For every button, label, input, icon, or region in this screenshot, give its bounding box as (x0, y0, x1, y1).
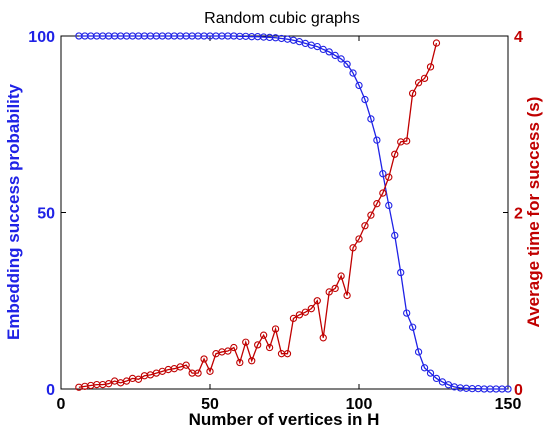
time-point (105, 380, 113, 388)
plot-frame (60, 35, 509, 390)
y-tick-label-right: 2 (514, 206, 523, 223)
probability-point (325, 48, 333, 56)
probability-point (313, 42, 321, 51)
time-point (194, 369, 202, 377)
time-point (265, 343, 274, 352)
time-point (432, 39, 441, 47)
probability-point (438, 378, 447, 386)
x-tick-label: 50 (201, 396, 219, 413)
probability-point (420, 364, 429, 372)
time-point (295, 311, 304, 319)
series-embedding-probability (75, 32, 512, 393)
time-point (343, 291, 351, 300)
probability-point (319, 45, 327, 54)
time-point (355, 235, 363, 243)
probability-point (331, 51, 339, 60)
probability-point (403, 309, 411, 317)
y-tick-label-left: 50 (37, 206, 55, 223)
time-point (271, 325, 280, 333)
time-line (78, 42, 438, 388)
time-point (349, 244, 357, 252)
time-point (283, 350, 292, 358)
x-tick-label: 0 (57, 396, 66, 413)
time-point (242, 338, 250, 346)
time-point (289, 314, 298, 323)
time-point (379, 189, 387, 197)
time-point (367, 211, 375, 219)
probability-point (373, 136, 381, 144)
time-point (182, 361, 190, 369)
time-point (230, 343, 238, 352)
probability-point (355, 81, 363, 90)
y-tick-label-left: 100 (28, 29, 55, 46)
probability-point (414, 348, 423, 356)
y-tick-label-right: 4 (514, 29, 523, 46)
time-point (200, 355, 208, 363)
chart-title: Random cubic graphs (204, 10, 360, 27)
y-tick-label-right: 0 (514, 382, 523, 399)
probability-point (361, 95, 369, 104)
time-point (206, 367, 214, 375)
time-point (301, 308, 310, 316)
time-point (224, 347, 232, 355)
series-average-time (75, 39, 441, 391)
time-point (414, 79, 423, 87)
time-point (319, 334, 327, 342)
x-axis-label: Number of vertices in H (189, 410, 380, 429)
probability-point (379, 170, 387, 178)
time-point (254, 341, 262, 349)
probability-point (391, 231, 399, 240)
time-point (325, 288, 333, 296)
time-point (361, 222, 369, 230)
probability-point (367, 115, 375, 123)
probability-point (385, 201, 393, 210)
time-point (373, 200, 381, 208)
probability-point (343, 60, 351, 68)
probability-line (78, 35, 508, 390)
probability-point (349, 69, 357, 77)
time-point (403, 137, 411, 145)
probability-point (426, 369, 435, 377)
time-point (331, 284, 339, 293)
probability-point (337, 55, 345, 63)
time-point (236, 358, 244, 367)
time-point (391, 150, 399, 158)
time-point (134, 375, 143, 383)
time-point (426, 63, 435, 71)
time-point (313, 297, 321, 305)
probability-point (397, 268, 405, 277)
time-point (385, 173, 393, 181)
x-tick-label: 100 (346, 396, 373, 413)
probability-point (432, 374, 441, 383)
time-point (420, 74, 429, 83)
y-axis-label-left: Embedding success probability (4, 83, 23, 340)
y-axis-label-right: Average time for success (s) (524, 97, 543, 328)
probability-point (504, 385, 512, 393)
time-point (337, 272, 345, 280)
x-tick-label: 150 (495, 396, 522, 413)
y-tick-label-left: 0 (46, 382, 55, 399)
time-point (307, 305, 315, 313)
time-point (259, 331, 268, 339)
probability-point (408, 323, 417, 331)
time-point (122, 377, 131, 385)
time-point (408, 89, 417, 98)
time-point (248, 357, 256, 365)
